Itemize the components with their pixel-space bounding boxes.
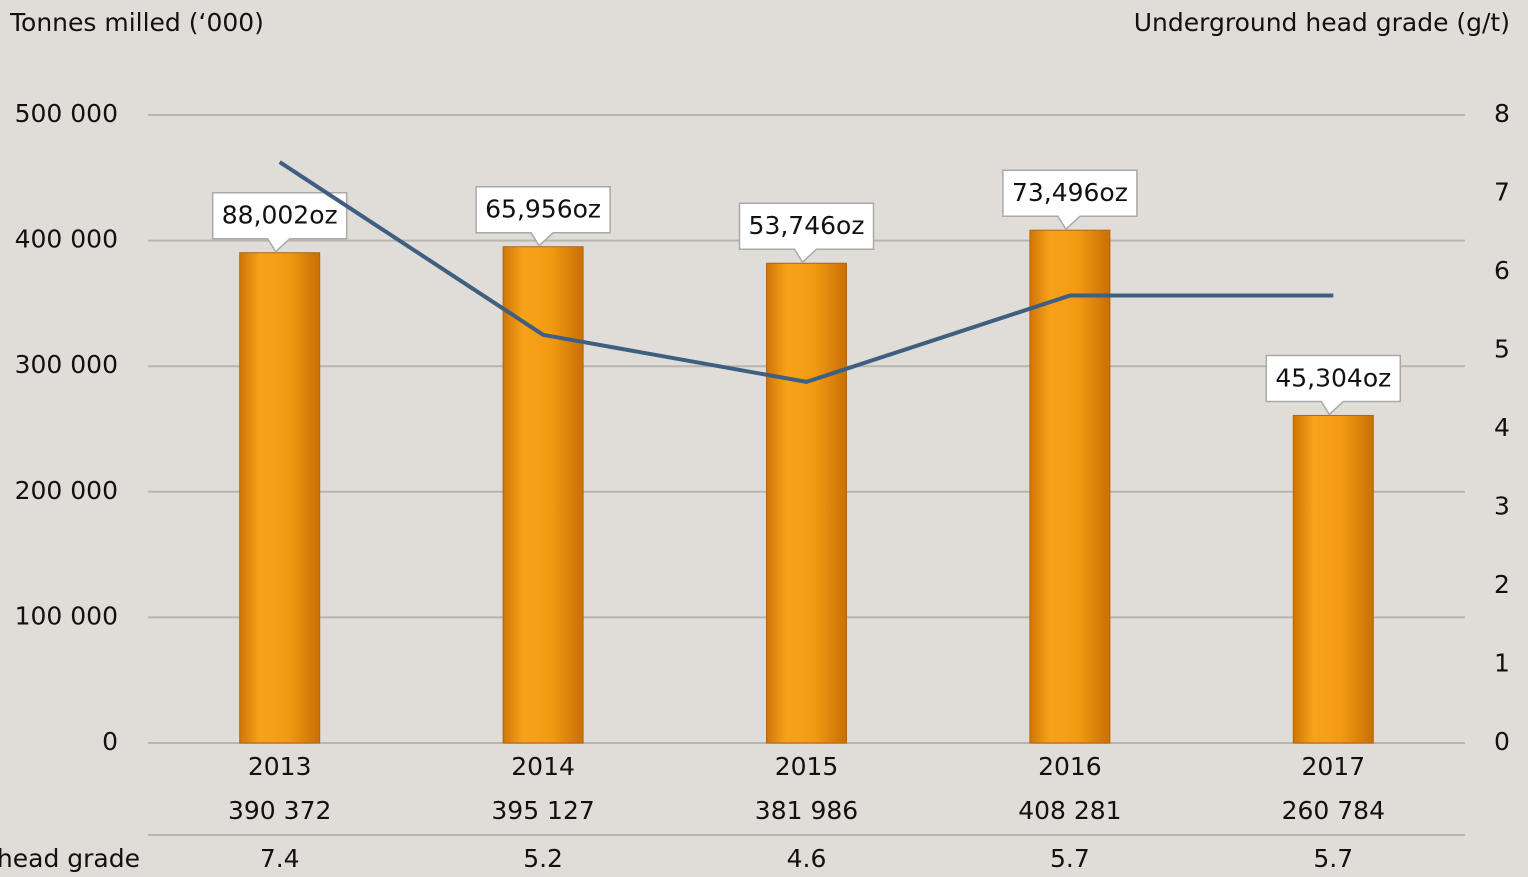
- row-value: 5.2: [523, 844, 563, 873]
- callout-label: 53,746oz: [749, 211, 865, 240]
- y2-tick-label: 1: [1494, 649, 1510, 678]
- y-tick-label: 200 000: [15, 476, 118, 505]
- bar: [502, 246, 584, 744]
- bar: [1029, 229, 1111, 744]
- line: [278, 160, 1334, 384]
- y2-tick-label: 5: [1494, 335, 1510, 364]
- y-tick-label: 100 000: [15, 601, 118, 630]
- y2-tick-label: 2: [1494, 570, 1510, 599]
- bar-value-label: 395 127: [491, 796, 594, 825]
- bar: [1292, 414, 1374, 744]
- x-tick-label: 2014: [511, 752, 575, 781]
- callout: [738, 202, 875, 264]
- y2-tick-label: 8: [1494, 99, 1510, 128]
- x-tick-label: 2013: [248, 752, 312, 781]
- y-tick-label: 500 000: [15, 99, 118, 128]
- bar-value-label: 381 986: [755, 796, 858, 825]
- y-tick-label: 400 000: [15, 225, 118, 254]
- callout-label: 88,002oz: [222, 201, 338, 230]
- callout: [211, 191, 348, 253]
- y2-tick-label: 0: [1494, 727, 1510, 756]
- x-tick-label: 2015: [775, 752, 839, 781]
- callout: [1002, 169, 1138, 231]
- y2-axis-title: Underground head grade (g/t): [1134, 8, 1510, 37]
- y-tick-label: 0: [102, 727, 118, 756]
- row-label: head grade: [0, 844, 140, 873]
- bar: [766, 262, 847, 744]
- bar: [239, 252, 321, 744]
- y-axis-title: Tonnes milled (‘000): [9, 8, 264, 37]
- row-value: 5.7: [1050, 844, 1090, 873]
- callout-label: 45,304oz: [1275, 363, 1391, 392]
- bar-value-label: 408 281: [1018, 796, 1121, 825]
- y2-tick-label: 3: [1494, 492, 1510, 521]
- bar-value-label: 260 784: [1282, 796, 1385, 825]
- row-value: 7.4: [260, 844, 300, 873]
- row-value: 5.7: [1313, 844, 1353, 873]
- y-tick-label: 300 000: [15, 350, 118, 379]
- callout-label: 73,496oz: [1012, 178, 1128, 207]
- callout-label: 65,956oz: [485, 195, 601, 224]
- row-value: 4.6: [787, 844, 827, 873]
- callout: [475, 185, 611, 247]
- x-tick-label: 2017: [1301, 752, 1365, 781]
- bar-value-label: 390 372: [228, 796, 331, 825]
- callout: [1265, 354, 1402, 416]
- y2-tick-label: 4: [1494, 413, 1510, 442]
- y2-tick-label: 7: [1494, 178, 1510, 207]
- x-tick-label: 2016: [1038, 752, 1102, 781]
- y2-tick-label: 6: [1494, 256, 1510, 285]
